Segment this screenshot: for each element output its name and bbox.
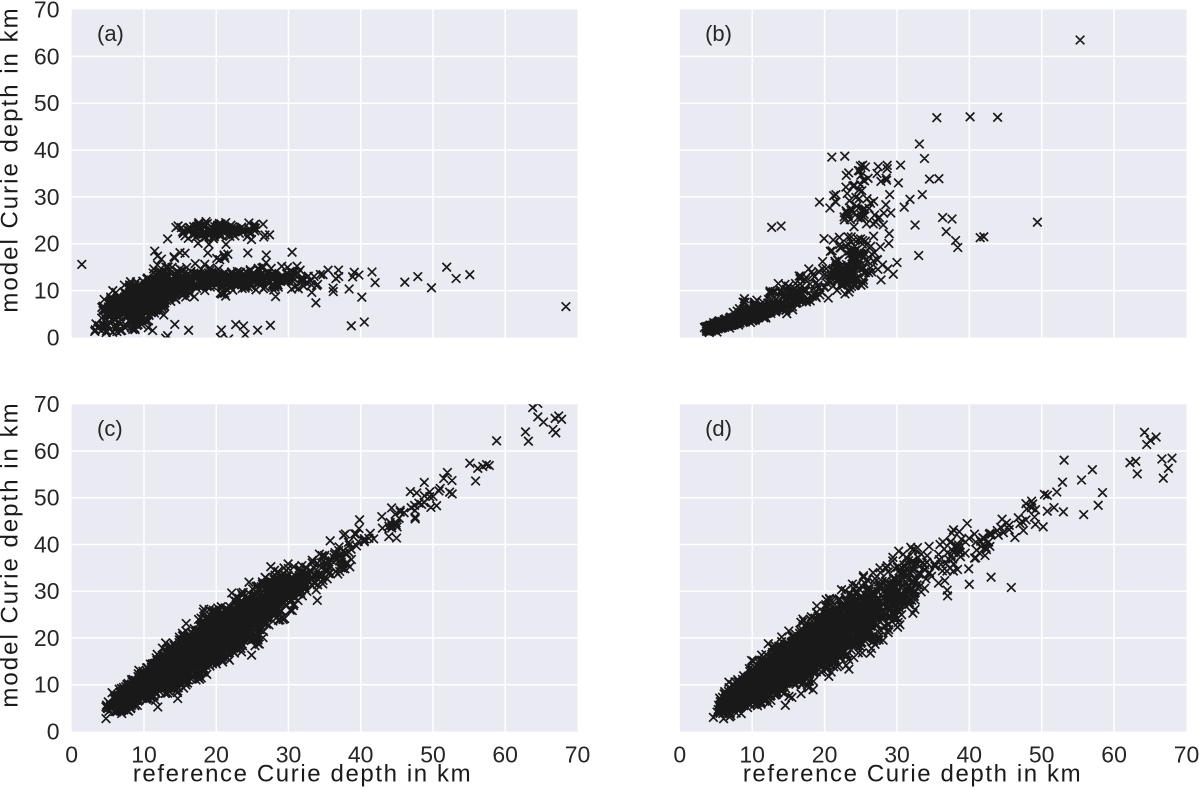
- svg-text:reference Curie depth in km: reference Curie depth in km: [743, 761, 1082, 788]
- svg-text:model Curie depth in km: model Curie depth in km: [0, 6, 24, 312]
- svg-text:20: 20: [203, 742, 229, 768]
- svg-text:10: 10: [34, 672, 60, 698]
- svg-text:70: 70: [1174, 742, 1199, 768]
- svg-text:(b): (b): [705, 21, 732, 46]
- svg-text:70: 70: [565, 742, 591, 768]
- svg-text:(a): (a): [97, 21, 124, 46]
- svg-text:(c): (c): [97, 416, 123, 441]
- svg-text:0: 0: [47, 324, 60, 350]
- svg-text:0: 0: [673, 742, 686, 768]
- svg-text:40: 40: [34, 137, 60, 163]
- svg-text:0: 0: [65, 742, 78, 768]
- svg-text:40: 40: [348, 742, 374, 768]
- svg-text:10: 10: [34, 278, 60, 304]
- svg-text:reference Curie depth in km: reference Curie depth in km: [133, 761, 472, 788]
- svg-text:60: 60: [34, 43, 60, 69]
- svg-text:(d): (d): [705, 416, 732, 441]
- svg-text:50: 50: [420, 742, 446, 768]
- svg-text:20: 20: [34, 625, 60, 651]
- svg-text:40: 40: [957, 742, 983, 768]
- svg-text:50: 50: [1029, 742, 1055, 768]
- svg-text:70: 70: [34, 391, 60, 417]
- svg-text:20: 20: [812, 742, 838, 768]
- svg-text:60: 60: [1101, 742, 1127, 768]
- svg-text:60: 60: [492, 742, 518, 768]
- svg-text:50: 50: [34, 90, 60, 116]
- svg-text:30: 30: [884, 742, 910, 768]
- svg-text:30: 30: [276, 742, 302, 768]
- svg-text:70: 70: [34, 0, 60, 22]
- svg-text:0: 0: [47, 718, 60, 744]
- svg-text:10: 10: [739, 742, 765, 768]
- svg-text:30: 30: [34, 184, 60, 210]
- svg-text:model Curie depth in km: model Curie depth in km: [0, 401, 24, 707]
- svg-text:50: 50: [34, 485, 60, 511]
- svg-text:20: 20: [34, 231, 60, 257]
- svg-text:60: 60: [34, 438, 60, 464]
- svg-text:10: 10: [131, 742, 157, 768]
- svg-text:40: 40: [34, 531, 60, 557]
- svg-text:30: 30: [34, 578, 60, 604]
